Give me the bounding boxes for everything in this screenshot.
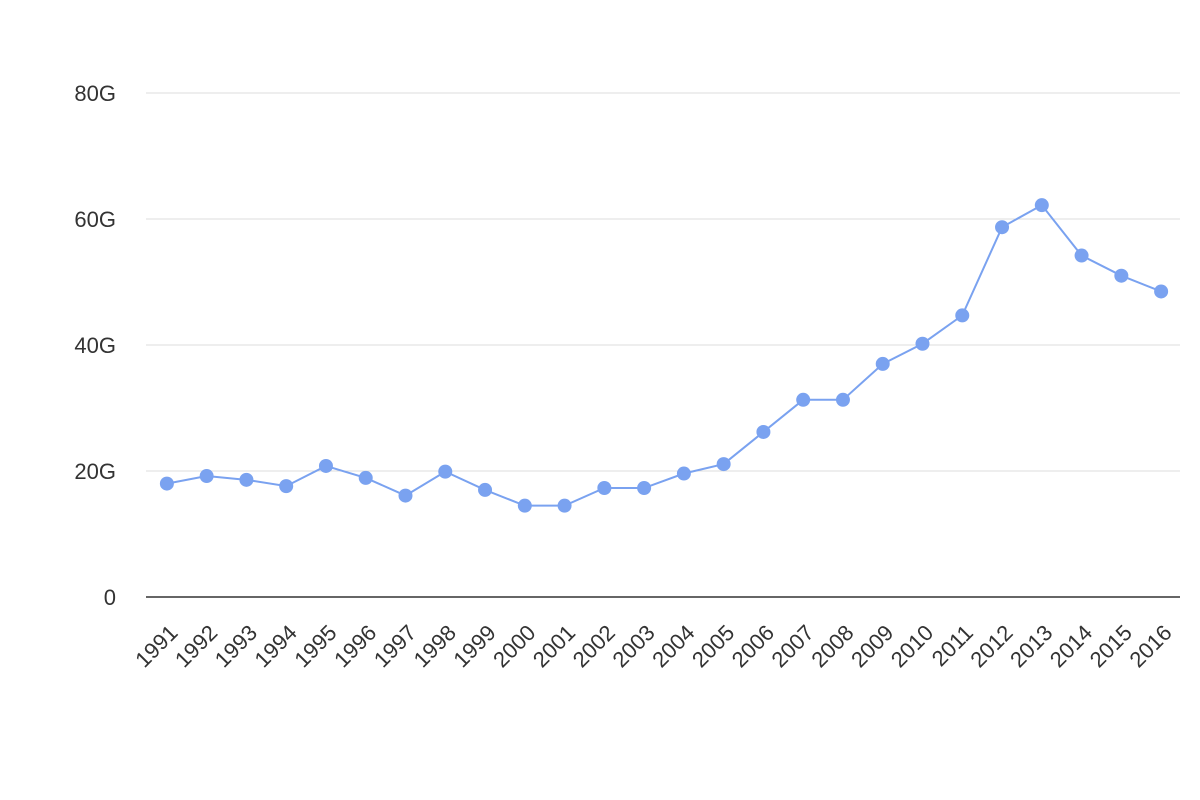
- data-point: [438, 464, 453, 479]
- x-tick-label: 2000: [488, 620, 540, 672]
- x-tick-label: 1998: [409, 620, 461, 672]
- x-tick-label: 2008: [806, 620, 858, 672]
- y-tick-label: 80G: [74, 81, 116, 106]
- data-point: [398, 488, 413, 503]
- x-tick-label: 2012: [965, 620, 1017, 672]
- data-point: [517, 498, 532, 513]
- x-tick-label: 1999: [448, 620, 500, 672]
- data-point: [875, 356, 890, 371]
- data-point: [199, 469, 214, 484]
- x-tick-label: 2009: [846, 620, 898, 672]
- data-point: [557, 498, 572, 513]
- x-tick-label: 2010: [886, 620, 938, 672]
- x-tick-label: 1993: [210, 620, 262, 672]
- x-tick-label: 2004: [647, 620, 699, 672]
- x-tick-label: 1996: [329, 620, 381, 672]
- x-tick-label: 2001: [528, 620, 580, 672]
- data-point: [1034, 198, 1049, 213]
- data-point: [637, 481, 652, 496]
- x-tick-label: 1997: [369, 620, 421, 672]
- x-tick-label: 2014: [1045, 620, 1097, 672]
- y-tick-label: 60G: [74, 207, 116, 232]
- data-point: [915, 336, 930, 351]
- x-tick-label: 2007: [767, 620, 819, 672]
- x-tick-label: 2006: [727, 620, 779, 672]
- x-tick-label: 2016: [1124, 620, 1176, 672]
- data-point: [358, 470, 373, 485]
- series-line: [166, 203, 1162, 507]
- y-tick-label: 40G: [74, 333, 116, 358]
- x-tick-label: 2013: [1005, 620, 1057, 672]
- data-point: [995, 220, 1010, 235]
- x-tick-label: 1991: [130, 620, 182, 672]
- data-point: [159, 476, 174, 491]
- data-point: [239, 472, 254, 487]
- y-tick-label: 20G: [74, 459, 116, 484]
- x-tick-label: 2003: [607, 620, 659, 672]
- data-point: [1154, 284, 1169, 299]
- data-point: [796, 392, 811, 407]
- x-tick-label: 2011: [927, 620, 978, 671]
- data-point: [279, 479, 294, 494]
- y-tick-label: 0: [104, 585, 116, 610]
- data-point: [835, 392, 850, 407]
- data-point: [756, 424, 771, 439]
- x-tick-label: 1992: [170, 620, 222, 672]
- data-point: [318, 458, 333, 473]
- data-point: [597, 481, 612, 496]
- data-point: [716, 457, 731, 472]
- data-point: [676, 466, 691, 481]
- x-tick-label: 1995: [289, 620, 341, 672]
- x-tick-label: 2015: [1085, 620, 1137, 672]
- data-point: [478, 482, 493, 497]
- data-point: [1114, 268, 1129, 283]
- x-tick-label: 2005: [687, 620, 739, 672]
- x-tick-label: 2002: [568, 620, 620, 672]
- data-point: [955, 308, 970, 323]
- x-tick-label: 1994: [250, 620, 302, 672]
- data-point: [1074, 248, 1089, 263]
